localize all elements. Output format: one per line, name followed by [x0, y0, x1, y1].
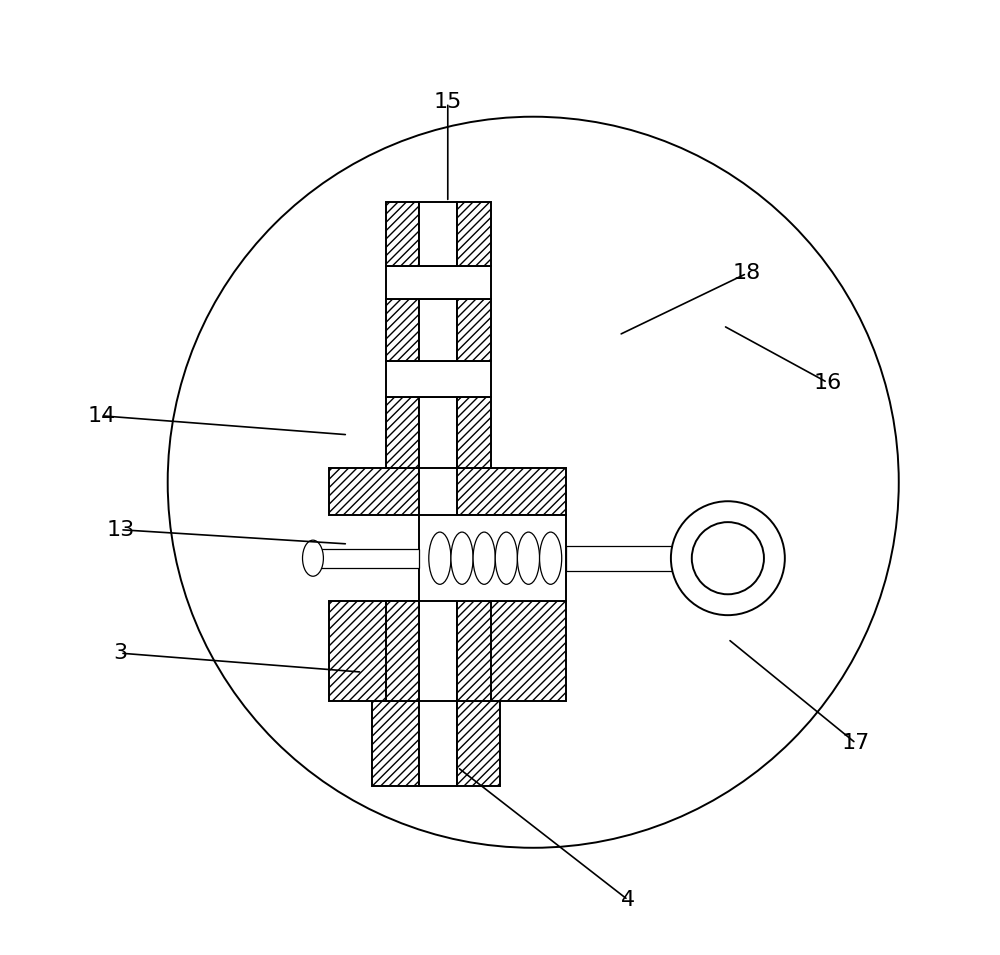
Circle shape: [692, 522, 764, 594]
Circle shape: [671, 501, 785, 615]
Ellipse shape: [517, 532, 540, 584]
Bar: [386, 265, 491, 299]
Bar: [386, 202, 419, 265]
Text: 15: 15: [434, 93, 462, 113]
Text: 16: 16: [813, 372, 842, 393]
Bar: [457, 601, 566, 701]
Bar: [566, 546, 699, 570]
Bar: [419, 701, 457, 786]
Bar: [329, 601, 419, 701]
Ellipse shape: [540, 532, 562, 584]
Ellipse shape: [451, 532, 473, 584]
Bar: [386, 601, 419, 701]
Bar: [305, 549, 419, 567]
Bar: [419, 299, 457, 361]
Bar: [386, 361, 491, 396]
Text: 18: 18: [733, 264, 761, 284]
Bar: [457, 468, 566, 516]
Ellipse shape: [303, 541, 323, 576]
Text: 3: 3: [113, 643, 127, 663]
Text: 13: 13: [106, 520, 134, 540]
Text: 4: 4: [621, 890, 635, 910]
Bar: [457, 601, 491, 701]
Bar: [457, 299, 491, 361]
Bar: [386, 396, 419, 468]
Bar: [386, 299, 419, 361]
Bar: [419, 516, 566, 601]
Bar: [419, 396, 457, 468]
Bar: [457, 202, 491, 265]
Bar: [329, 468, 419, 516]
Bar: [457, 396, 491, 468]
Bar: [419, 202, 457, 265]
Ellipse shape: [429, 532, 451, 584]
Text: 17: 17: [842, 733, 870, 753]
Text: 14: 14: [87, 406, 115, 426]
Ellipse shape: [473, 532, 495, 584]
Bar: [372, 701, 419, 786]
Ellipse shape: [495, 532, 517, 584]
Bar: [457, 701, 500, 786]
